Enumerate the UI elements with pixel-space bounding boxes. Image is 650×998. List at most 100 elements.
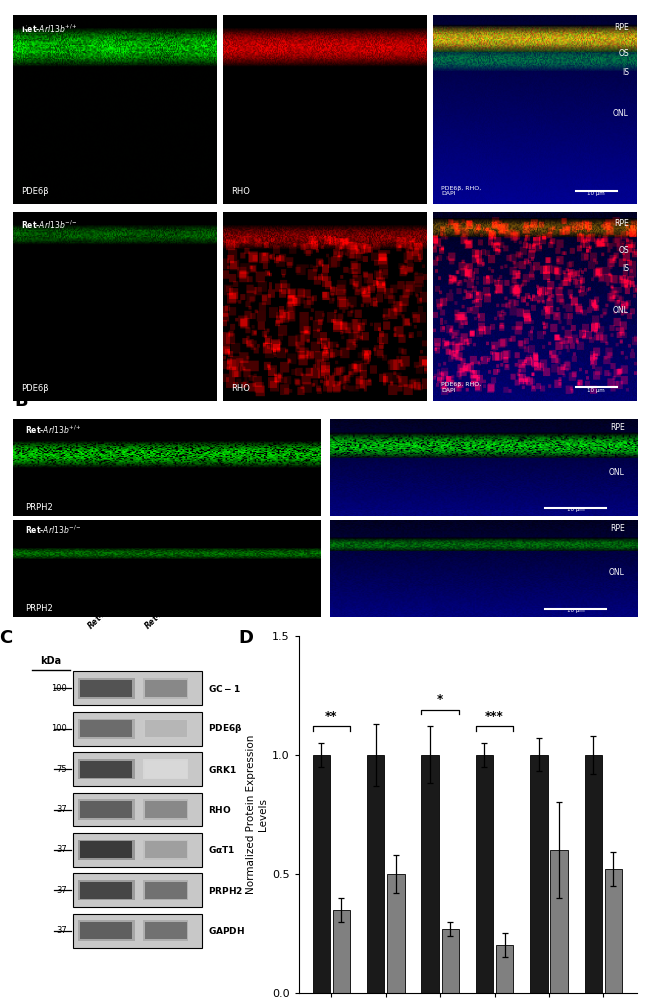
Bar [142, 799, 188, 819]
Bar [81, 922, 132, 939]
Bar [73, 914, 202, 948]
Bar [81, 680, 132, 697]
Text: RPE: RPE [614, 220, 629, 229]
Bar [81, 882, 132, 899]
Text: 10 μm: 10 μm [588, 192, 605, 197]
Bar [73, 752, 202, 786]
Text: Ret-$Arl13b^{+/+}$: Ret-$Arl13b^{+/+}$ [84, 583, 133, 632]
Text: $\mathbf{GRK1}$: $\mathbf{GRK1}$ [208, 763, 237, 774]
Bar [77, 679, 135, 699]
Bar [604, 869, 622, 993]
Text: RHO: RHO [231, 384, 250, 393]
Bar [476, 754, 493, 993]
Bar [584, 754, 602, 993]
Bar [145, 922, 187, 939]
Text: kDa: kDa [40, 657, 61, 667]
Bar [145, 801, 187, 818]
Text: RPE: RPE [610, 423, 625, 432]
Text: Ret-$Arl13b^{+/+}$: Ret-$Arl13b^{+/+}$ [21, 23, 78, 35]
Text: Ret-$Arl13b^{+/+}$: Ret-$Arl13b^{+/+}$ [25, 423, 82, 435]
Text: ONL: ONL [613, 306, 629, 315]
Text: IS: IS [622, 264, 629, 273]
Bar [81, 760, 132, 777]
Text: ONL: ONL [609, 468, 625, 477]
Bar [387, 874, 404, 993]
Text: D: D [238, 629, 253, 647]
Bar [142, 719, 188, 739]
Text: *: * [437, 693, 443, 706]
Text: 10 μm: 10 μm [567, 507, 584, 512]
Text: OS: OS [618, 49, 629, 58]
Text: **: ** [325, 710, 337, 723]
Text: $\mathbf{GC-1}$: $\mathbf{GC-1}$ [208, 683, 240, 694]
Bar [73, 833, 202, 867]
Text: OS: OS [618, 246, 629, 254]
Text: PDE6β: PDE6β [21, 384, 49, 393]
Bar [145, 721, 187, 738]
Text: 10 μm: 10 μm [588, 388, 605, 393]
Bar [145, 841, 187, 858]
Text: C: C [0, 629, 13, 647]
Text: Ret-$Arl13b^{-/-}$: Ret-$Arl13b^{-/-}$ [21, 220, 78, 232]
Text: $\mathbf{RHO}$: $\mathbf{RHO}$ [208, 804, 231, 815]
Text: ONL: ONL [609, 569, 625, 578]
Text: 100: 100 [51, 684, 67, 693]
Text: 10 μm: 10 μm [567, 608, 584, 613]
Bar [81, 841, 132, 858]
Bar [142, 758, 188, 779]
Text: $\mathbf{PDE6β}$: $\mathbf{PDE6β}$ [208, 723, 242, 736]
Text: PRPH2: PRPH2 [25, 604, 53, 613]
Text: B: B [14, 392, 28, 410]
Bar [145, 882, 187, 899]
Text: PDE6β, RHO,
DAPI: PDE6β, RHO, DAPI [441, 382, 482, 393]
Text: 37: 37 [57, 926, 67, 935]
Bar [551, 850, 567, 993]
Bar [77, 758, 135, 779]
Bar [145, 680, 187, 697]
Bar [145, 760, 187, 777]
Text: 37: 37 [57, 886, 67, 895]
Text: Ret-$Arl13b^{-/-}$: Ret-$Arl13b^{-/-}$ [142, 583, 190, 632]
Bar [441, 929, 459, 993]
Bar [73, 873, 202, 907]
Bar [77, 799, 135, 819]
Text: IS: IS [622, 68, 629, 77]
Text: $\mathbf{PRPH2}$: $\mathbf{PRPH2}$ [208, 885, 243, 896]
Text: 75: 75 [57, 764, 67, 773]
Bar [142, 920, 188, 941]
Text: RPE: RPE [610, 524, 625, 533]
Text: Ret-$Arl13b^{-/-}$: Ret-$Arl13b^{-/-}$ [25, 524, 82, 536]
Bar [77, 719, 135, 739]
Y-axis label: Normalized Protein Expression
Levels: Normalized Protein Expression Levels [246, 735, 268, 894]
Bar [77, 920, 135, 941]
Text: ***: *** [485, 710, 504, 723]
Bar [142, 679, 188, 699]
Text: PDE6β: PDE6β [21, 188, 49, 197]
Text: PRPH2: PRPH2 [25, 503, 53, 512]
Bar [77, 880, 135, 900]
Bar [73, 712, 202, 746]
Bar [73, 792, 202, 826]
Text: RPE: RPE [614, 23, 629, 32]
Bar [142, 880, 188, 900]
Bar [333, 909, 350, 993]
Bar [313, 754, 330, 993]
Text: 37: 37 [57, 805, 67, 814]
Bar [73, 672, 202, 706]
Text: $\mathbf{GαT1}$: $\mathbf{GαT1}$ [208, 844, 235, 855]
Bar [81, 721, 132, 738]
Text: 100: 100 [51, 725, 67, 734]
Text: RHO: RHO [231, 188, 250, 197]
Bar [81, 801, 132, 818]
Bar [367, 754, 384, 993]
Text: A: A [14, 15, 28, 33]
Bar [421, 754, 439, 993]
Text: ONL: ONL [613, 110, 629, 119]
Text: $\mathbf{GAPDH}$: $\mathbf{GAPDH}$ [208, 925, 245, 936]
Bar [496, 945, 514, 993]
Text: 37: 37 [57, 845, 67, 854]
Bar [530, 754, 547, 993]
Bar [77, 839, 135, 860]
Text: RPE: RPE [0, 997, 1, 998]
Bar [142, 839, 188, 860]
